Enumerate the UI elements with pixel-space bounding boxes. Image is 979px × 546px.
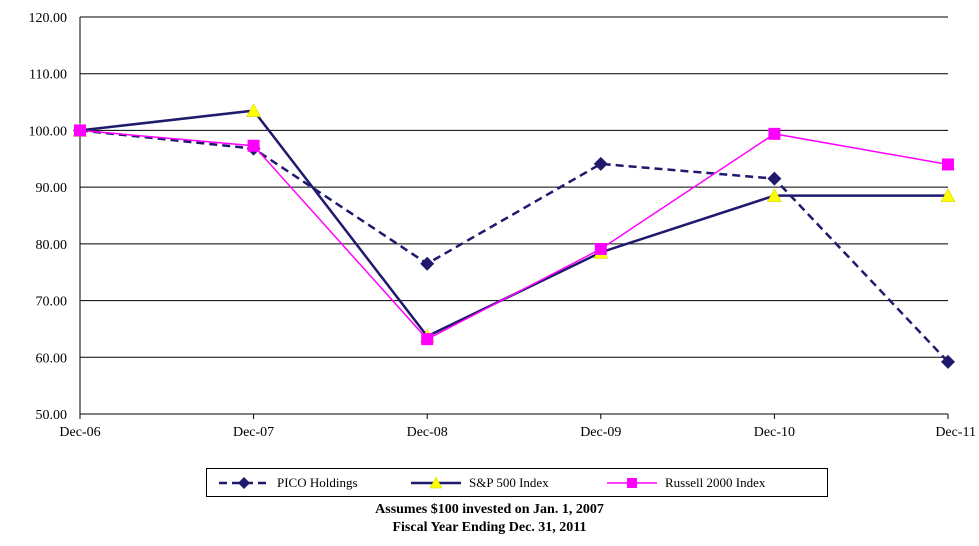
caption-investment-assumption: Assumes $100 invested on Jan. 1, 2007 [375, 502, 604, 517]
y-tick-label-4: 90.00 [36, 181, 68, 196]
series-line-pico [79, 129, 949, 363]
marker-russell-0 [74, 124, 86, 137]
legend-swatch-sp500 [411, 475, 461, 488]
x-tick-label-1: Dec-07 [233, 425, 274, 440]
x-tick-label-2: Dec-08 [407, 425, 448, 440]
y-tick-label-1: 60.00 [36, 351, 68, 366]
series-line-russell [79, 129, 949, 341]
chart-legend: PICO Holdings S&P 500 Index Russell 2000… [206, 468, 828, 497]
marker-pico-5 [941, 354, 955, 369]
y-tick-label-5: 100.00 [29, 124, 68, 139]
x-tick-label-3: Dec-09 [580, 425, 621, 440]
y-tick-label-6: 110.00 [29, 68, 67, 83]
y-tick-label-3: 80.00 [36, 238, 68, 253]
marker-pico-2 [420, 256, 435, 271]
marker-russell-2 [421, 333, 434, 346]
marker-pico-3 [593, 156, 608, 171]
y-tick-label-7: 120.00 [29, 11, 68, 26]
x-tick-label-0: Dec-06 [59, 425, 100, 440]
marker-sp500-4 [766, 188, 782, 202]
marker-russell-3 [594, 242, 607, 255]
y-tick-label-0: 50.00 [36, 408, 68, 423]
legend-item-russell: Russell 2000 Index [605, 469, 765, 496]
x-tick-label-5: Dec-11 [935, 425, 976, 440]
legend-label-sp500: S&P 500 Index [469, 474, 549, 490]
marker-pico-4 [767, 171, 782, 186]
marker-russell-5 [942, 158, 954, 171]
legend-item-sp500: S&P 500 Index [409, 469, 549, 496]
y-tick-label-2: 70.00 [36, 295, 68, 310]
legend-label-russell: Russell 2000 Index [665, 474, 766, 490]
marker-sp500-1 [246, 103, 262, 117]
marker-russell-1 [247, 139, 260, 152]
legend-label-pico: PICO Holdings [277, 474, 358, 490]
x-tick-label-4: Dec-10 [754, 425, 795, 440]
legend-item-pico: PICO Holdings [217, 469, 358, 496]
legend-swatch-russell [607, 477, 657, 488]
marker-sp500-5 [940, 188, 956, 202]
marker-russell-4 [768, 127, 781, 140]
legend-swatch-pico [219, 476, 269, 489]
caption-fiscal-year: Fiscal Year Ending Dec. 31, 2011 [392, 520, 587, 535]
